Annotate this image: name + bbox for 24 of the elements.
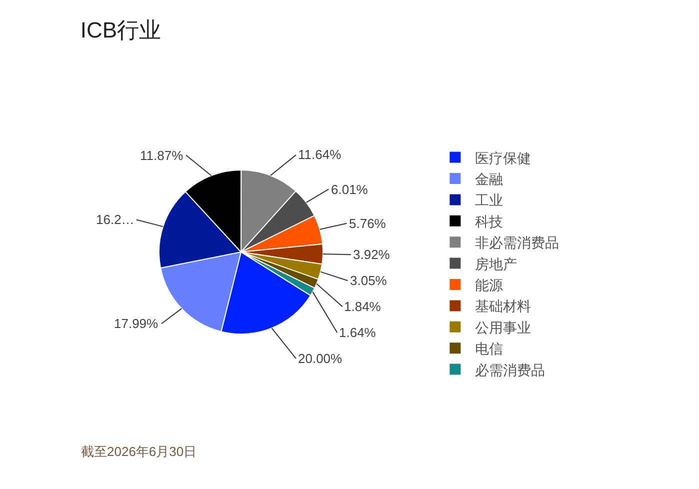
legend-label: 基础材料 (475, 298, 532, 314)
data-label: 6.01% (331, 182, 368, 197)
text: 截至2026年6月30日 (81, 444, 197, 459)
data-label: 11.64% (298, 147, 342, 162)
data-label: 1.64% (339, 325, 376, 340)
legend-label: 必需消费品 (475, 362, 546, 378)
data-label: 5.76% (349, 216, 386, 231)
data-label: 3.92% (353, 247, 390, 262)
data-label: 11.87% (140, 148, 184, 163)
chart-title: ICB行业 (80, 17, 162, 42)
data-label: 3.05% (350, 273, 388, 288)
legend-label: 电信 (475, 340, 504, 357)
legend-label: 非必需消费品 (475, 234, 560, 251)
legend-label: 医疗保健 (475, 150, 532, 166)
legend-label: 工业 (475, 192, 504, 208)
data-label: 17.99% (114, 316, 159, 331)
legend-label: 能源 (475, 276, 504, 293)
legend-label: 房地产 (475, 256, 518, 272)
legend-label: 科技 (475, 213, 504, 230)
legend-label: 金融 (475, 170, 504, 187)
data-label: 1.84% (344, 299, 382, 314)
data-label: 20.00% (298, 351, 343, 366)
legend-label: 公用事业 (475, 319, 532, 336)
data-label: 16.2… (96, 212, 134, 227)
